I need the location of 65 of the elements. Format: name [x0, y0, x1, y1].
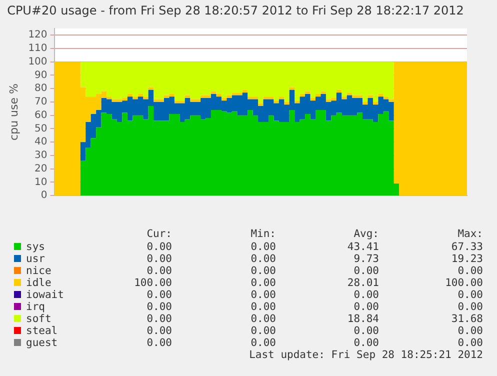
- text: 0.00: [146, 337, 172, 349]
- chart-title: CPU#20 usage - from Fri Sep 28 18:20:57 2012 to Fri Sep 28 18:22:17 2012: [7, 3, 464, 18]
- text: 0.00: [352, 265, 379, 277]
- legend-label: sys: [26, 241, 45, 253]
- text: 19.23: [450, 253, 483, 265]
- text: 28.01: [346, 277, 379, 289]
- legend-label: usr: [26, 253, 45, 265]
- y-tick-label: 30: [34, 150, 48, 162]
- text: 9.73: [352, 253, 379, 265]
- legend-label: idle: [26, 277, 52, 289]
- y-tick-label: 70: [34, 96, 48, 108]
- text: 31.68: [450, 313, 483, 325]
- text: Avg:: [352, 228, 379, 240]
- text: 0.00: [146, 301, 172, 313]
- text: 0.00: [250, 313, 276, 325]
- text: Max:: [456, 228, 483, 240]
- y-tick-label: 50: [34, 123, 48, 134]
- text: 0.00: [456, 265, 483, 277]
- legend-label: guest: [26, 337, 58, 349]
- text: 0.00: [352, 337, 379, 349]
- legend-label: steal: [26, 325, 58, 337]
- y-tick-label: 100: [28, 56, 48, 68]
- text: 0.00: [250, 253, 276, 265]
- y-tick-label: 120: [28, 30, 48, 41]
- y-tick-label: 80: [34, 83, 48, 94]
- y-axis-title: cpu use %: [7, 84, 20, 140]
- text: 0.00: [146, 265, 172, 277]
- text: 100.00: [444, 277, 483, 289]
- text: 0.00: [456, 301, 483, 313]
- text: 0.00: [250, 277, 276, 289]
- y-tick-label: 110: [28, 43, 48, 54]
- text: Min:: [250, 228, 276, 240]
- text: 0.00: [456, 325, 483, 337]
- text: 0.00: [456, 289, 483, 301]
- legend-label: nice: [26, 265, 52, 277]
- y-tick-label: 60: [34, 110, 48, 121]
- text: 67.33: [450, 241, 483, 253]
- text: 0.00: [352, 325, 379, 337]
- y-tick-label: 90: [34, 70, 48, 81]
- y-tick-label: 0: [40, 190, 48, 202]
- text: 0.00: [146, 289, 172, 301]
- text: 0.00: [352, 301, 379, 313]
- text: 0.00: [250, 337, 276, 349]
- text: 18.84: [346, 313, 379, 325]
- text: 0.00: [146, 313, 172, 325]
- text: 0.00: [146, 241, 172, 253]
- text: Last update: Fri Sep 28 18:25:21 2012: [249, 349, 483, 361]
- y-tick-label: 10: [34, 176, 48, 188]
- text: 0.00: [146, 253, 172, 265]
- legend-label: irq: [26, 301, 45, 313]
- text: 0.00: [250, 301, 276, 313]
- text: 0.00: [250, 325, 276, 337]
- text: 0.00: [250, 265, 276, 277]
- y-tick-label: 20: [34, 163, 48, 174]
- text: 0.00: [146, 325, 172, 337]
- legend-label: iowait: [26, 289, 64, 301]
- text: 43.41: [346, 241, 379, 253]
- text: Cur:: [146, 228, 172, 240]
- y-tick-label: 40: [34, 136, 48, 148]
- text: 0.00: [250, 289, 276, 301]
- text: 100.00: [133, 277, 172, 289]
- text: 0.00: [456, 337, 483, 349]
- text: 0.00: [352, 289, 379, 301]
- text: 0.00: [250, 241, 276, 253]
- legend-label: soft: [26, 313, 52, 325]
